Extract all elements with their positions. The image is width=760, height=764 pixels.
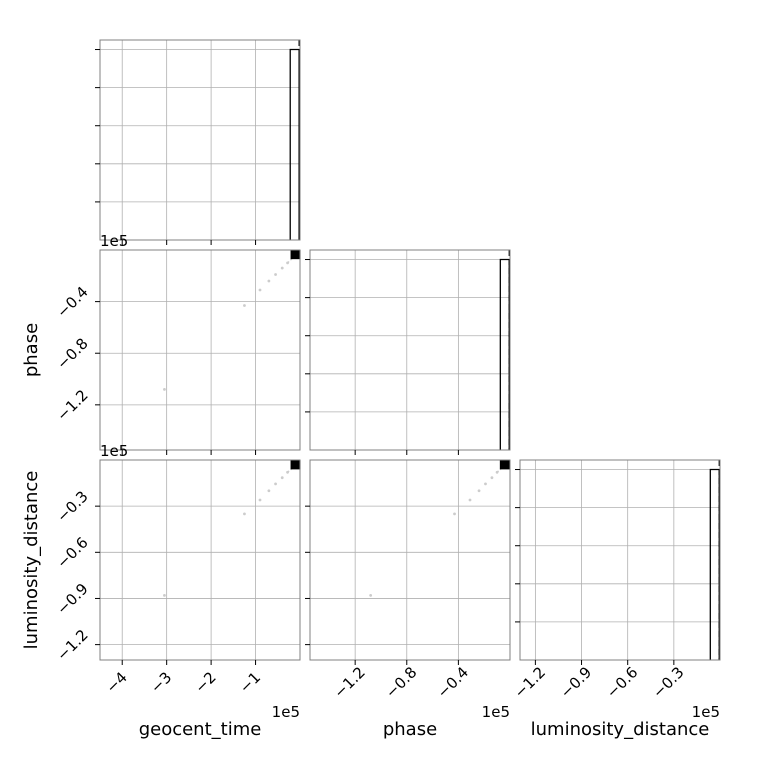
scatter-point [274, 482, 277, 486]
y-tick-label: −1.2 [53, 386, 91, 424]
scatter-point [490, 476, 494, 480]
scatter-point [267, 489, 271, 493]
x-axis-label: geocent_time [139, 719, 262, 740]
panel-hist-geocent_time: 1e5 [95, 39, 301, 250]
axes-frame [99, 459, 301, 661]
scatter-point [280, 266, 284, 270]
scatter-point [258, 288, 262, 292]
y-axis-label: luminosity_distance [21, 471, 42, 650]
x-tick-label: −1 [236, 668, 264, 696]
density-peak [290, 460, 301, 470]
axes-frame [309, 249, 511, 451]
y-tick-label: −1.2 [53, 626, 91, 664]
histogram-bar [709, 468, 720, 660]
x-tick-label: −0.9 [557, 663, 595, 701]
scatter-point [453, 512, 456, 516]
y-tick-label: −0.4 [53, 283, 91, 321]
density-peak [290, 250, 301, 260]
x-axis-label: luminosity_distance [531, 719, 710, 740]
x-tick-label: −2 [191, 668, 219, 696]
scatter-point [163, 387, 166, 391]
x-offset-label: 1e5 [100, 232, 128, 250]
x-tick-label: −0.4 [434, 663, 472, 701]
x-offset-label: 1e5 [692, 703, 720, 721]
panel-hist-phase [305, 249, 511, 455]
scatter-point [258, 498, 262, 502]
x-tick-label: −0.6 [603, 663, 641, 701]
x-tick-label: −0.8 [382, 663, 420, 701]
panel-hist-luminosity_distance: −1.2 −0.9 −0.6 −0.3 1e5 [511, 459, 721, 721]
y-tick-label: −0.6 [53, 534, 91, 572]
scatter-point [163, 593, 166, 597]
scatter-point [484, 482, 487, 486]
axes-frame [99, 249, 301, 451]
x-tick-label: −0.3 [649, 663, 687, 701]
x-offset-label: 1e5 [482, 703, 510, 721]
scatter-point [369, 593, 373, 597]
x-axis-label: phase [383, 719, 437, 740]
x-offset-label: 1e5 [100, 442, 128, 460]
scatter-point [243, 512, 246, 516]
y-tick-label: −0.8 [53, 334, 91, 372]
x-tick-label: −1.2 [511, 663, 549, 701]
y-tick-label: −0.3 [53, 487, 91, 525]
panel-scatter-luminosity_distance-vs-phase: −1.2 −0.8 −0.4 1e5 [305, 459, 511, 721]
scatter-point [243, 304, 246, 307]
density-peak [499, 460, 510, 470]
scatter-point [477, 489, 481, 493]
scatter-point [267, 279, 271, 283]
x-tick-label: −4 [103, 668, 131, 696]
x-tick-label: −3 [147, 668, 175, 696]
histogram-bar [499, 258, 510, 450]
y-axis-label: phase [21, 323, 42, 377]
axes-frame [309, 459, 511, 661]
x-offset-label: 1e5 [272, 703, 300, 721]
x-tick-label: −1.2 [330, 663, 368, 701]
panel-scatter-phase-vs-geocent_time: −0.4 −0.8 −1.2 1e5 [53, 249, 301, 460]
axes-frame [99, 39, 301, 241]
y-tick-label: −0.9 [53, 580, 91, 618]
histogram-bar [289, 48, 300, 240]
scatter-point [274, 273, 277, 276]
scatter-point [468, 498, 472, 502]
scatter-point [280, 476, 284, 480]
panel-scatter-luminosity_distance-vs-geocent_time: −4 −3 −2 −1 −0.3 −0.6 −0.9 −1.2 1e5 [53, 459, 301, 721]
axes-frame [519, 459, 721, 661]
